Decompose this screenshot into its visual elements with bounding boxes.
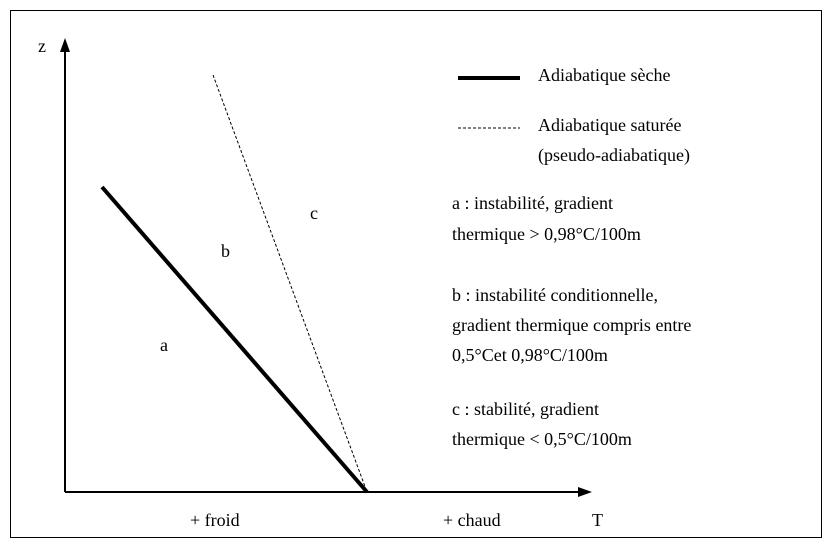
region-label: c <box>310 203 318 223</box>
frame <box>10 10 822 538</box>
region-label: a <box>160 335 168 355</box>
y-arrow <box>60 38 70 52</box>
note: b : instabilité conditionnelle, <box>452 285 658 305</box>
axis-label: T <box>592 510 603 530</box>
note: a : instabilité, gradient <box>452 193 613 213</box>
note: thermique < 0,5°C/100m <box>452 429 632 449</box>
note: c : stabilité, gradient <box>452 399 599 419</box>
note: gradient thermique compris entre <box>452 315 691 335</box>
dry-adiabat <box>100 185 369 494</box>
saturated-adiabat <box>212 74 368 493</box>
note: 0,5°Cet 0,98°C/100m <box>452 345 608 365</box>
legend-text: (pseudo-adiabatique) <box>538 145 690 166</box>
note: thermique > 0,98°C/100m <box>452 224 641 244</box>
axis-label: + chaud <box>443 510 501 530</box>
legend-text: Adiabatique saturée <box>538 115 681 135</box>
x-arrow <box>578 487 592 497</box>
region-label: b <box>221 241 230 261</box>
legend-text: Adiabatique sèche <box>538 65 670 85</box>
axis-label: z <box>38 36 46 56</box>
axis-label: + froid <box>190 510 240 530</box>
